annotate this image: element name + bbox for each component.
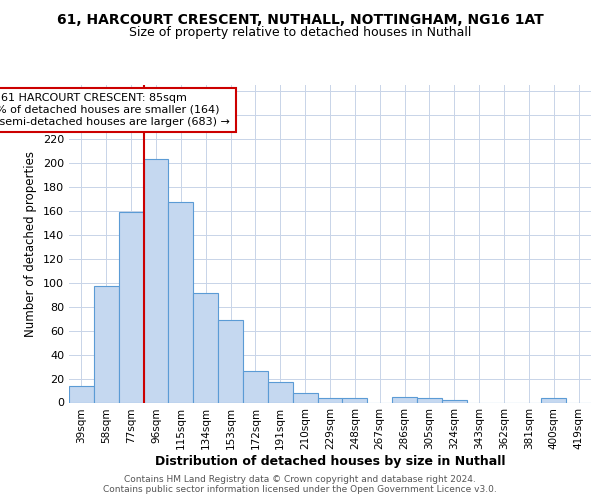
Bar	[268, 382, 293, 402]
Bar	[417, 398, 442, 402]
Bar	[343, 398, 367, 402]
Y-axis label: Number of detached properties: Number of detached properties	[25, 151, 37, 337]
Bar	[293, 393, 317, 402]
Bar	[442, 400, 467, 402]
Bar	[541, 398, 566, 402]
Text: 61 HARCOURT CRESCENT: 85sqm
← 19% of detached houses are smaller (164)
80% of se: 61 HARCOURT CRESCENT: 85sqm ← 19% of det…	[0, 94, 230, 126]
Text: Size of property relative to detached houses in Nuthall: Size of property relative to detached ho…	[129, 26, 471, 39]
Bar	[69, 386, 94, 402]
Bar	[94, 286, 119, 403]
Bar	[218, 320, 243, 402]
Bar	[169, 202, 193, 402]
Text: Contains HM Land Registry data © Crown copyright and database right 2024.
Contai: Contains HM Land Registry data © Crown c…	[103, 474, 497, 494]
Bar	[317, 398, 343, 402]
X-axis label: Distribution of detached houses by size in Nuthall: Distribution of detached houses by size …	[155, 455, 505, 468]
Bar	[392, 396, 417, 402]
Bar	[119, 212, 143, 402]
Bar	[143, 160, 169, 402]
Text: 61, HARCOURT CRESCENT, NUTHALL, NOTTINGHAM, NG16 1AT: 61, HARCOURT CRESCENT, NUTHALL, NOTTINGH…	[56, 12, 544, 26]
Bar	[243, 372, 268, 402]
Bar	[193, 294, 218, 403]
